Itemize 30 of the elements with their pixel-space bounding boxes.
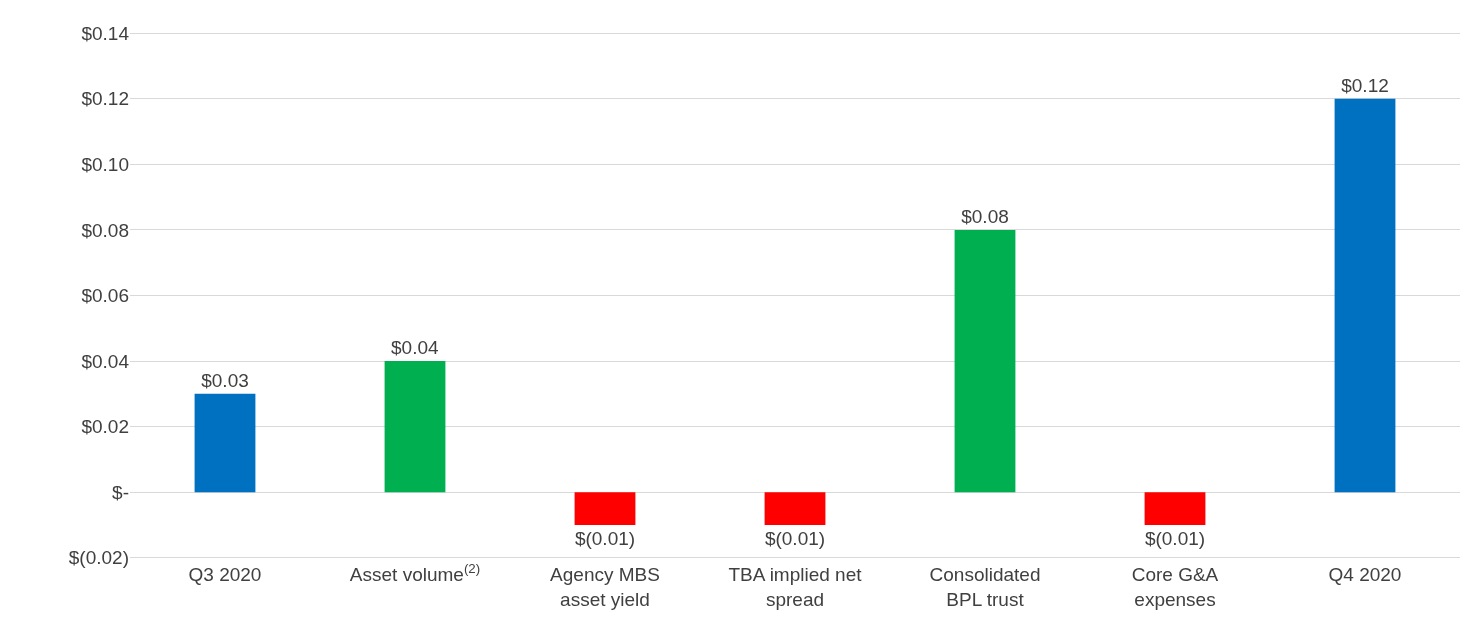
data-label: $0.08 [961, 205, 1009, 227]
data-label: $0.04 [391, 337, 439, 359]
y-tick-label: $(0.02) [68, 547, 129, 569]
y-tick-label: $0.06 [81, 285, 129, 307]
bar [194, 393, 256, 493]
y-tick-label: $0.10 [81, 154, 129, 176]
x-tick-label: Consolidated BPL trust [929, 564, 1041, 610]
data-label: $(0.01) [764, 527, 826, 549]
bar [764, 492, 826, 525]
data-label: $(0.01) [1144, 527, 1206, 549]
y-tick-label: $0.08 [81, 219, 129, 241]
y-tick-label: $- [112, 481, 129, 503]
y-tick-label: $0.02 [81, 416, 129, 438]
x-tick-label: Q4 2020 [1328, 564, 1402, 585]
x-tick-label: Core G&A expenses [1131, 564, 1219, 610]
x-tick-label: Agency MBS asset yield [550, 564, 660, 610]
bar [1334, 98, 1396, 493]
data-label: $0.12 [1341, 74, 1389, 96]
bar [384, 361, 446, 493]
x-tick-label: TBA implied net spread [728, 564, 863, 610]
bar [1144, 492, 1206, 525]
data-label: $0.03 [201, 369, 249, 391]
bar [574, 492, 636, 525]
data-label: $(0.01) [574, 527, 636, 549]
y-tick-label: $0.14 [81, 22, 130, 44]
y-tick-label: $0.12 [81, 88, 129, 110]
bar [954, 229, 1016, 493]
y-tick-label: $0.04 [81, 350, 130, 372]
x-tick-label: Asset volume$^{(2)}$ [349, 561, 481, 585]
x-tick-label: Q3 2020 [188, 564, 262, 585]
